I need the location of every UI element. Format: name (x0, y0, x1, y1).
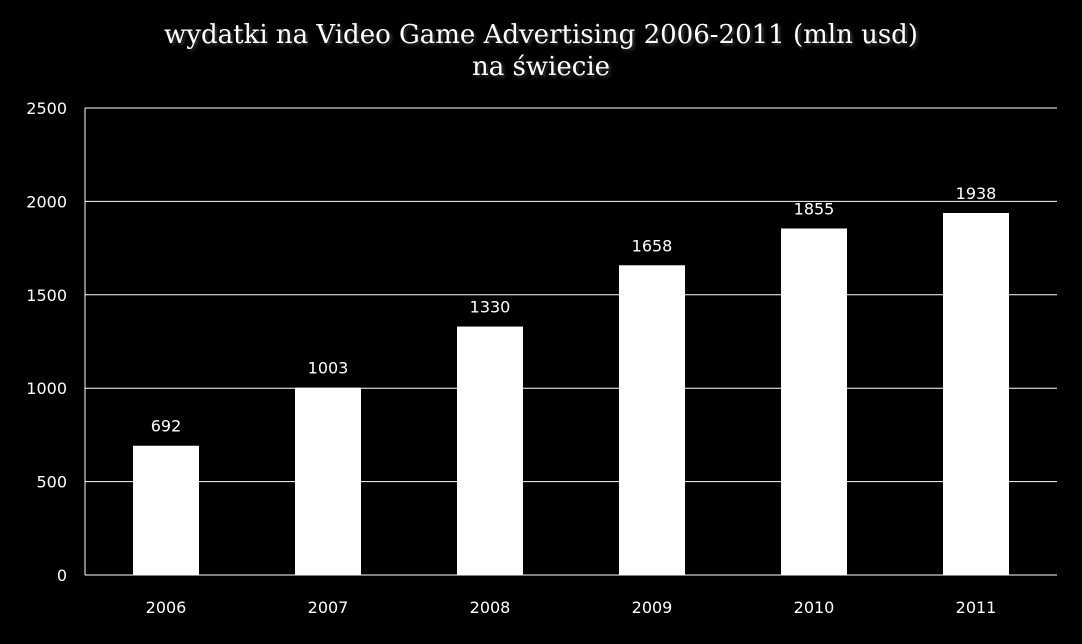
data-label-2007: 1003 (308, 359, 349, 378)
data-label-2008: 1330 (470, 298, 511, 317)
y-tick-label: 1500 (26, 286, 67, 305)
data-label-2011: 1938 (956, 184, 997, 203)
data-label-2006: 692 (151, 417, 182, 436)
y-tick-label: 0 (57, 566, 67, 585)
data-label-2009: 1658 (632, 236, 673, 255)
bar-2008 (457, 326, 523, 575)
y-tick-label: 500 (36, 473, 67, 492)
chart-title: wydatki na Video Game Advertising 2006-2… (164, 20, 918, 50)
x-tick-label-2008: 2008 (470, 598, 511, 617)
x-tick-label-2006: 2006 (146, 598, 187, 617)
y-tick-label: 2500 (26, 99, 67, 118)
data-label-2010: 1855 (794, 199, 835, 218)
y-tick-label: 1000 (26, 379, 67, 398)
bar-2010 (781, 228, 847, 575)
x-tick-label-2009: 2009 (632, 598, 673, 617)
bar-2006 (133, 445, 199, 575)
y-tick-label: 2000 (26, 192, 67, 211)
bar-2009 (619, 265, 685, 575)
bar-2007 (295, 387, 361, 575)
bar-2011 (943, 212, 1009, 575)
chart-subtitle: na świecie (471, 52, 611, 82)
x-tick-label-2011: 2011 (956, 598, 997, 617)
x-tick-label-2010: 2010 (794, 598, 835, 617)
x-tick-label-2007: 2007 (308, 598, 349, 617)
